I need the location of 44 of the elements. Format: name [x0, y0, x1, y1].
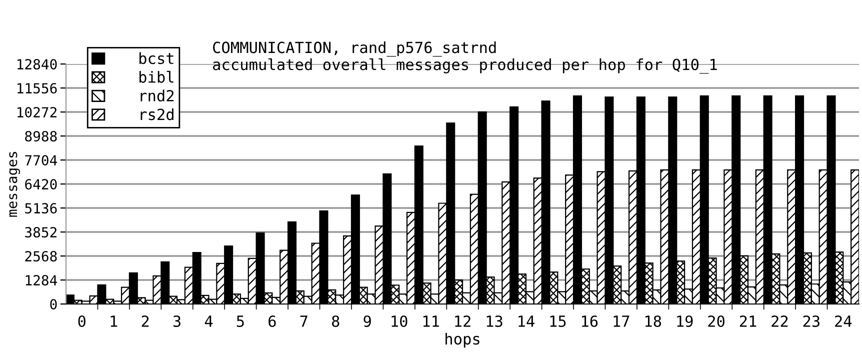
y-tick-label: 7704 — [25, 155, 58, 166]
x-tick-label: 8 — [332, 315, 340, 328]
y-tick-label: 10272 — [18, 107, 56, 118]
x-tick-label: 0 — [78, 315, 86, 328]
x-tick-label: 14 — [518, 316, 534, 327]
x-tick-label: 7 — [300, 316, 308, 327]
x-tick-label: 17 — [614, 316, 630, 327]
y-tick-label: 1284 — [26, 275, 58, 286]
x-tick-label: 3 — [173, 315, 180, 328]
legend-label: bcst — [139, 52, 174, 64]
y-tick-label: 11556 — [18, 83, 57, 94]
x-tick-label: 2 — [142, 315, 149, 327]
x-tick-label: 10 — [392, 315, 408, 328]
x-tick-label: 15 — [550, 316, 566, 328]
y-tick-label: 5136 — [25, 203, 57, 214]
x-tick-label: 16 — [582, 315, 598, 328]
x-tick-label: 9 — [364, 315, 371, 328]
x-tick-label: 20 — [708, 315, 724, 328]
y-tick-label: 0 — [50, 299, 57, 310]
x-tick-label: 23 — [803, 315, 820, 328]
x-tick-label: 13 — [486, 315, 502, 328]
x-tick-label: 22 — [772, 315, 788, 327]
legend-label: rs2d — [140, 108, 174, 120]
chart-subtitle: accumulated overall messages produced per hop for Q10_1 — [212, 58, 717, 74]
x-axis-title: hops — [446, 332, 480, 348]
x-tick-label: 12 — [455, 315, 470, 327]
legend-label: bibl — [139, 70, 174, 83]
x-tick-label: 21 — [740, 315, 756, 327]
x-tick-label: 19 — [677, 315, 693, 328]
y-tick-label: 6420 — [25, 179, 57, 190]
y-axis-title: messages — [9, 152, 20, 217]
y-tick-label: 12840 — [18, 59, 57, 70]
x-tick-label: 1 — [110, 316, 118, 327]
y-tick-label: 8988 — [25, 131, 57, 142]
x-tick-label: 6 — [268, 315, 276, 328]
x-tick-label: 11 — [423, 316, 439, 327]
x-tick-label: 4 — [204, 316, 213, 327]
y-tick-label: 2568 — [25, 251, 57, 262]
x-tick-label: 24 — [835, 315, 852, 327]
legend-label: rnd2 — [140, 90, 174, 102]
chart-title: COMMUNICATION, rand_p576_satrnd — [213, 41, 496, 57]
x-tick-label: 18 — [645, 315, 662, 328]
y-tick-label: 3852 — [25, 227, 56, 238]
x-tick-label: 5 — [236, 316, 244, 328]
